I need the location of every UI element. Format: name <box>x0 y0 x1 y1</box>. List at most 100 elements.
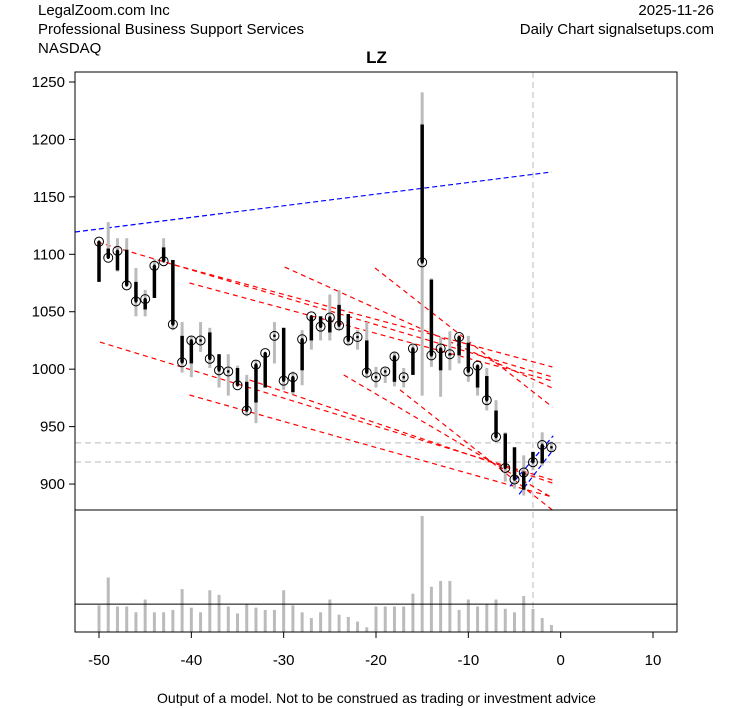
close-dot <box>448 352 452 356</box>
close-marker <box>130 296 141 307</box>
close-marker <box>269 330 280 341</box>
close-dot <box>467 370 470 373</box>
close-marker <box>500 462 511 473</box>
close-dot <box>513 478 516 481</box>
close-marker <box>361 367 372 378</box>
close-marker <box>481 395 492 406</box>
trend-line <box>75 171 552 233</box>
close-marker <box>195 335 206 346</box>
close-marker <box>518 467 529 478</box>
resistance-line <box>96 241 553 378</box>
y-tick-label: 1200 <box>32 131 65 148</box>
exchange: NASDAQ <box>38 40 102 57</box>
close-dot <box>531 460 535 464</box>
close-marker <box>260 348 271 359</box>
close-dot <box>485 398 489 402</box>
close-marker <box>158 256 169 267</box>
close-marker <box>306 311 317 322</box>
x-tick-label: -30 <box>273 652 295 669</box>
close-dot <box>522 471 526 474</box>
close-marker <box>371 372 381 383</box>
close-marker <box>121 280 132 291</box>
resistance-line <box>99 341 553 481</box>
close-dot <box>310 315 313 318</box>
close-dot <box>236 383 239 387</box>
close-marker <box>435 343 446 354</box>
x-tick-label: -10 <box>457 652 479 669</box>
resistance-line <box>399 389 553 510</box>
resistance-line <box>189 282 553 382</box>
close-marker <box>334 320 345 331</box>
resistance-line <box>284 266 553 389</box>
close-marker <box>472 360 483 371</box>
close-dot <box>328 316 332 319</box>
close-marker <box>509 474 520 485</box>
close-marker <box>204 353 215 364</box>
close-dot <box>402 375 405 379</box>
close-marker <box>352 332 363 343</box>
close-marker <box>103 252 114 263</box>
x-tick-label: 0 <box>556 652 564 669</box>
y-tick-label: 1100 <box>33 246 65 263</box>
close-dot <box>134 300 138 303</box>
close-dot <box>125 284 129 287</box>
close-marker <box>537 439 548 450</box>
y-tick-label: 1000 <box>32 361 65 378</box>
close-marker <box>167 319 178 330</box>
close-dot <box>347 339 350 342</box>
close-dot <box>171 323 175 326</box>
close-dot <box>457 335 461 339</box>
plot-frame <box>74 71 678 633</box>
close-dot <box>263 351 267 355</box>
chart-date: 2025-11-26 <box>638 2 714 19</box>
y-tick-label: 1050 <box>32 304 65 321</box>
close-dot <box>383 370 387 373</box>
disclaimer: Output of a model. Not to be construed a… <box>157 690 596 706</box>
close-marker <box>324 312 335 323</box>
close-dot <box>226 370 230 373</box>
close-marker <box>241 405 252 416</box>
close-marker <box>454 332 465 343</box>
close-dot <box>180 360 184 364</box>
close-dot <box>291 375 295 379</box>
industry: Professional Business Support Services <box>38 21 304 38</box>
company-name: LegalZoom.com Inc <box>38 2 170 19</box>
y-tick-label: 1150 <box>33 189 65 206</box>
close-marker <box>278 375 289 386</box>
close-marker <box>407 343 418 354</box>
close-marker <box>491 431 502 442</box>
close-marker <box>250 359 261 370</box>
resistance-line <box>174 264 553 368</box>
close-dot <box>420 261 424 264</box>
close-marker <box>426 350 437 361</box>
close-dot <box>494 435 498 439</box>
close-dot <box>273 334 276 338</box>
close-dot <box>106 256 110 260</box>
close-marker <box>398 372 409 383</box>
close-marker <box>287 372 298 383</box>
close-marker <box>417 257 428 268</box>
x-tick-label: -40 <box>180 652 202 669</box>
close-marker <box>94 236 105 247</box>
close-marker <box>223 366 234 377</box>
close-dot <box>356 335 359 339</box>
close-dot <box>245 409 249 412</box>
close-dot <box>393 355 396 358</box>
close-marker <box>546 442 557 453</box>
close-dot <box>411 347 415 350</box>
y-tick-label: 950 <box>40 419 65 436</box>
close-dot <box>300 338 304 341</box>
close-dot <box>439 347 442 350</box>
y-tick-label: 900 <box>40 476 65 493</box>
close-marker <box>527 457 538 468</box>
close-dot <box>254 363 258 366</box>
close-marker <box>389 351 400 362</box>
close-marker <box>112 245 123 256</box>
close-marker <box>297 334 308 345</box>
close-dot <box>337 324 341 327</box>
resistance-line <box>189 394 553 498</box>
close-marker <box>149 260 160 271</box>
chart-source: Daily Chart signalsetups.com <box>519 21 714 38</box>
